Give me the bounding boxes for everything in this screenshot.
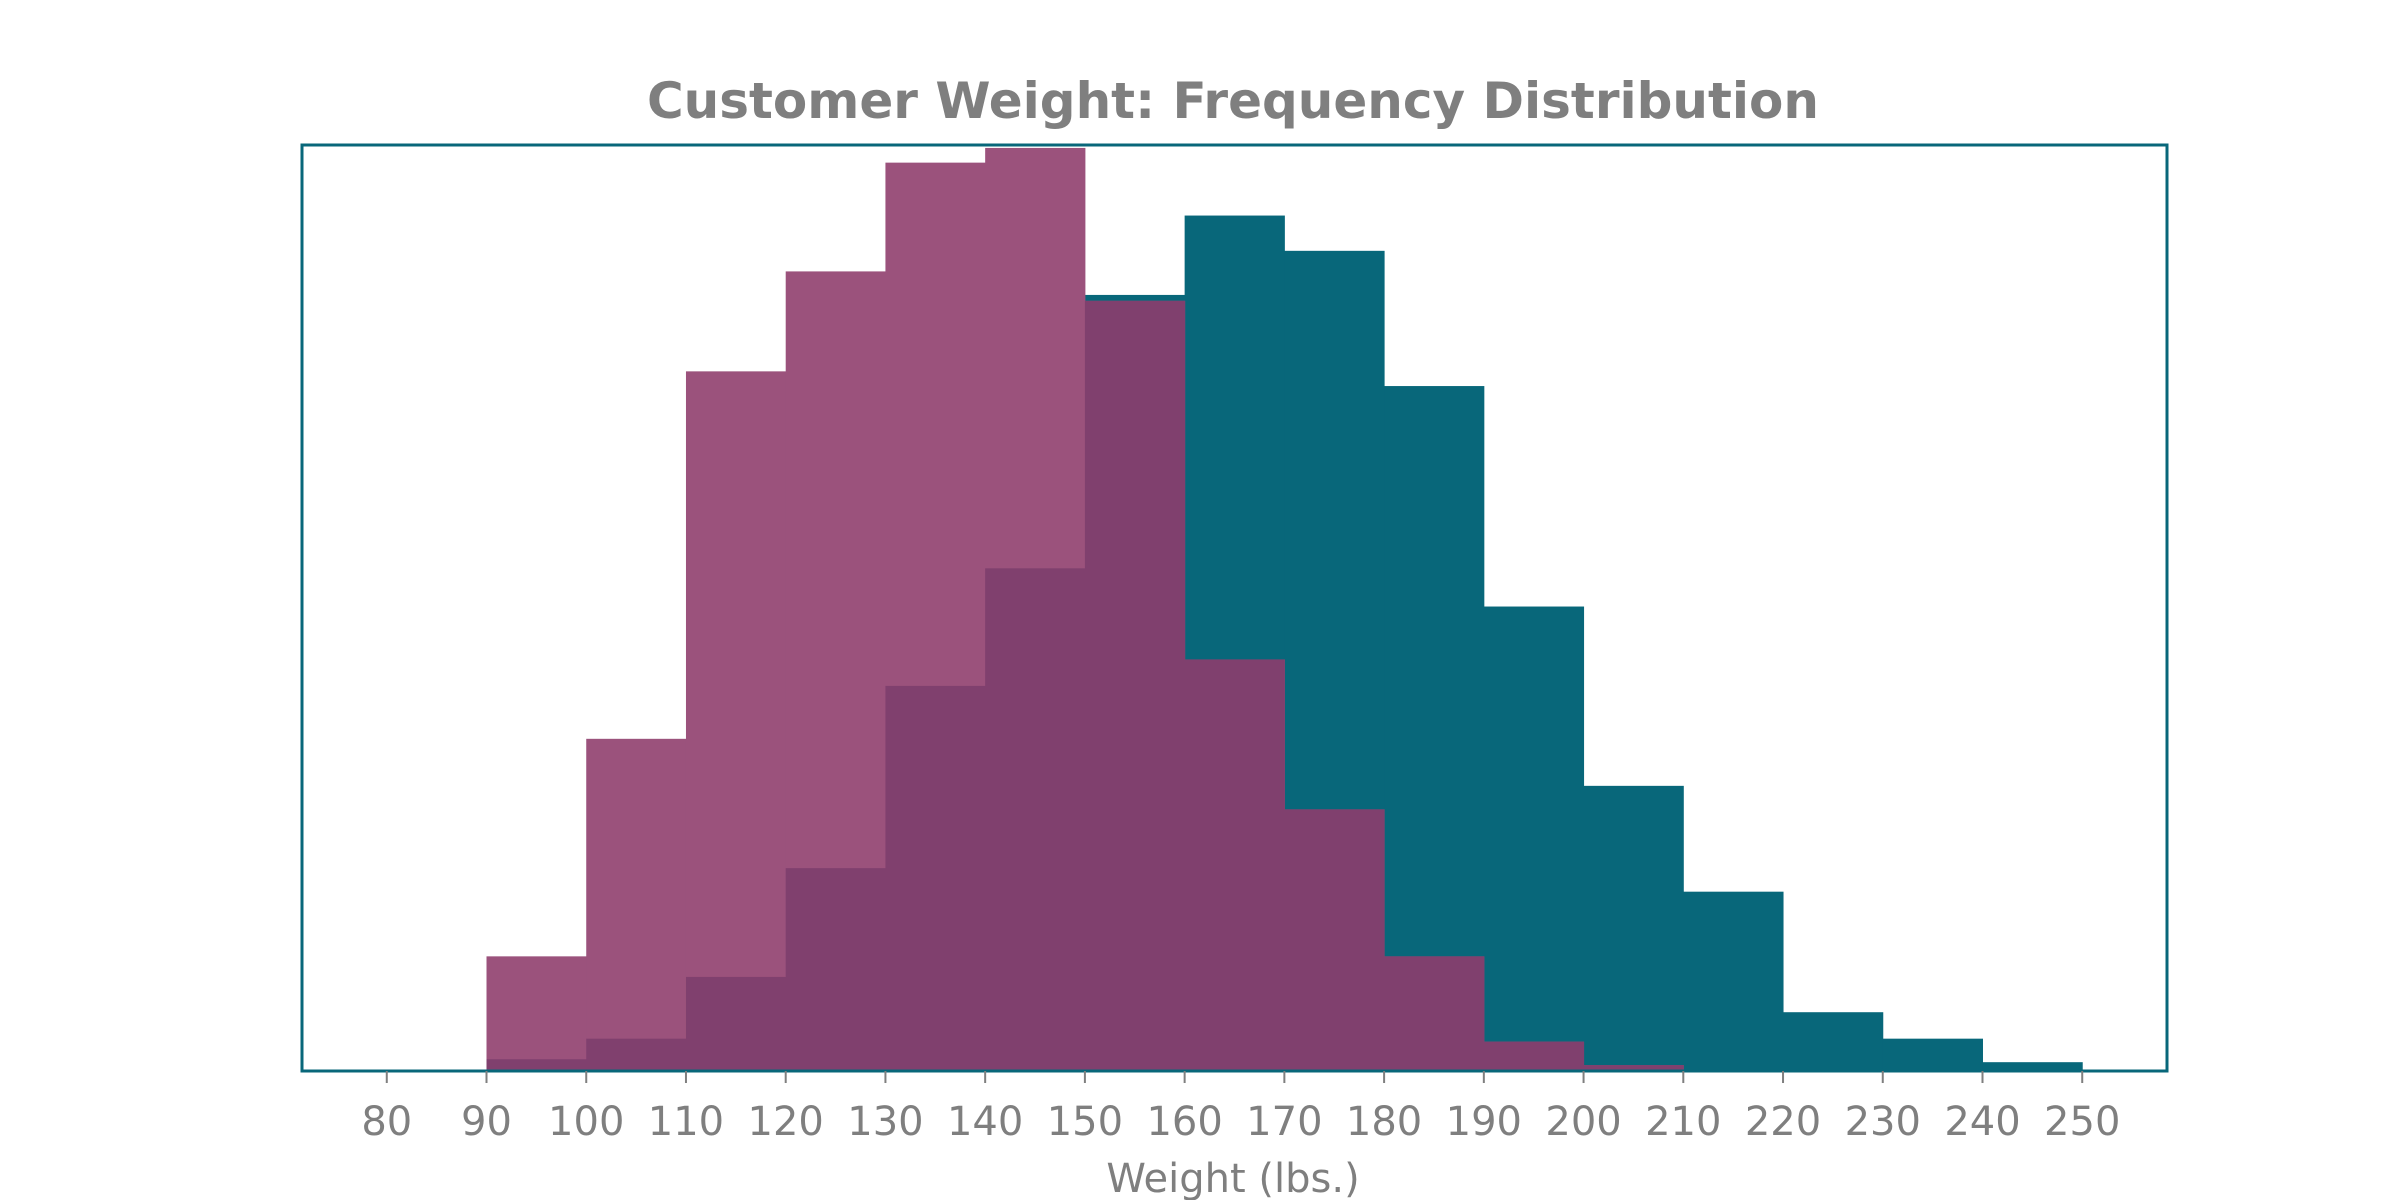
- series-2-bar: [685, 371, 787, 1071]
- x-tick-label: 230: [1845, 1099, 1921, 1145]
- x-tick-label: 130: [847, 1099, 923, 1145]
- x-tick-label: 90: [461, 1099, 512, 1145]
- overlap-bar: [885, 685, 986, 1071]
- overlap-bar: [685, 976, 787, 1071]
- x-axis-label: Weight (lbs.): [1106, 1156, 1359, 1200]
- x-tick-label: 80: [361, 1099, 412, 1145]
- x-tick-label: 100: [548, 1099, 624, 1145]
- overlap-bar: [1384, 956, 1485, 1071]
- overlap-bar: [1583, 1065, 1684, 1071]
- overlap-bar: [1284, 809, 1385, 1071]
- x-tick-label: 150: [1047, 1099, 1123, 1145]
- series-1-bar: [1683, 891, 1784, 1071]
- chart-title: Customer Weight: Frequency Distribution: [647, 72, 1819, 130]
- x-tick-label: 110: [648, 1099, 724, 1145]
- x-tick-label: 120: [748, 1099, 824, 1145]
- series-1-bar: [1982, 1062, 2083, 1071]
- x-tick-label: 170: [1246, 1099, 1322, 1145]
- series-1-bar: [1483, 606, 1585, 1071]
- series-1-bar: [1783, 1012, 1884, 1071]
- x-axis-ticks: 80 90 100 110 120 130 140 150 160 170 180 190 200 210…: [361, 1071, 2120, 1145]
- overlap-bar: [486, 1059, 587, 1071]
- x-tick-label: 160: [1146, 1099, 1222, 1145]
- series-1-bar: [1583, 785, 1684, 1071]
- overlap-bar: [1483, 1041, 1585, 1071]
- x-tick-label: 140: [947, 1099, 1023, 1145]
- overlap-bar: [1184, 659, 1285, 1071]
- series-2-bar: [586, 738, 687, 1071]
- series-2-bar: [486, 956, 587, 1071]
- overlap-bar: [985, 568, 1086, 1071]
- x-tick-label: 180: [1346, 1099, 1422, 1145]
- x-tick-label: 210: [1645, 1099, 1721, 1145]
- overlap-bar: [785, 868, 886, 1071]
- overlap-bar: [1084, 300, 1186, 1071]
- x-tick-label: 250: [2044, 1099, 2120, 1145]
- overlap-bars: [486, 300, 1684, 1071]
- series-1-bar: [1882, 1038, 1983, 1071]
- x-tick-label: 200: [1545, 1099, 1621, 1145]
- plot-frame: [300, 143, 2169, 1073]
- x-tick-label: 240: [1944, 1099, 2020, 1145]
- x-tick-label: 220: [1745, 1099, 1821, 1145]
- overlap-bar: [586, 1038, 687, 1071]
- x-tick-label: 190: [1446, 1099, 1522, 1145]
